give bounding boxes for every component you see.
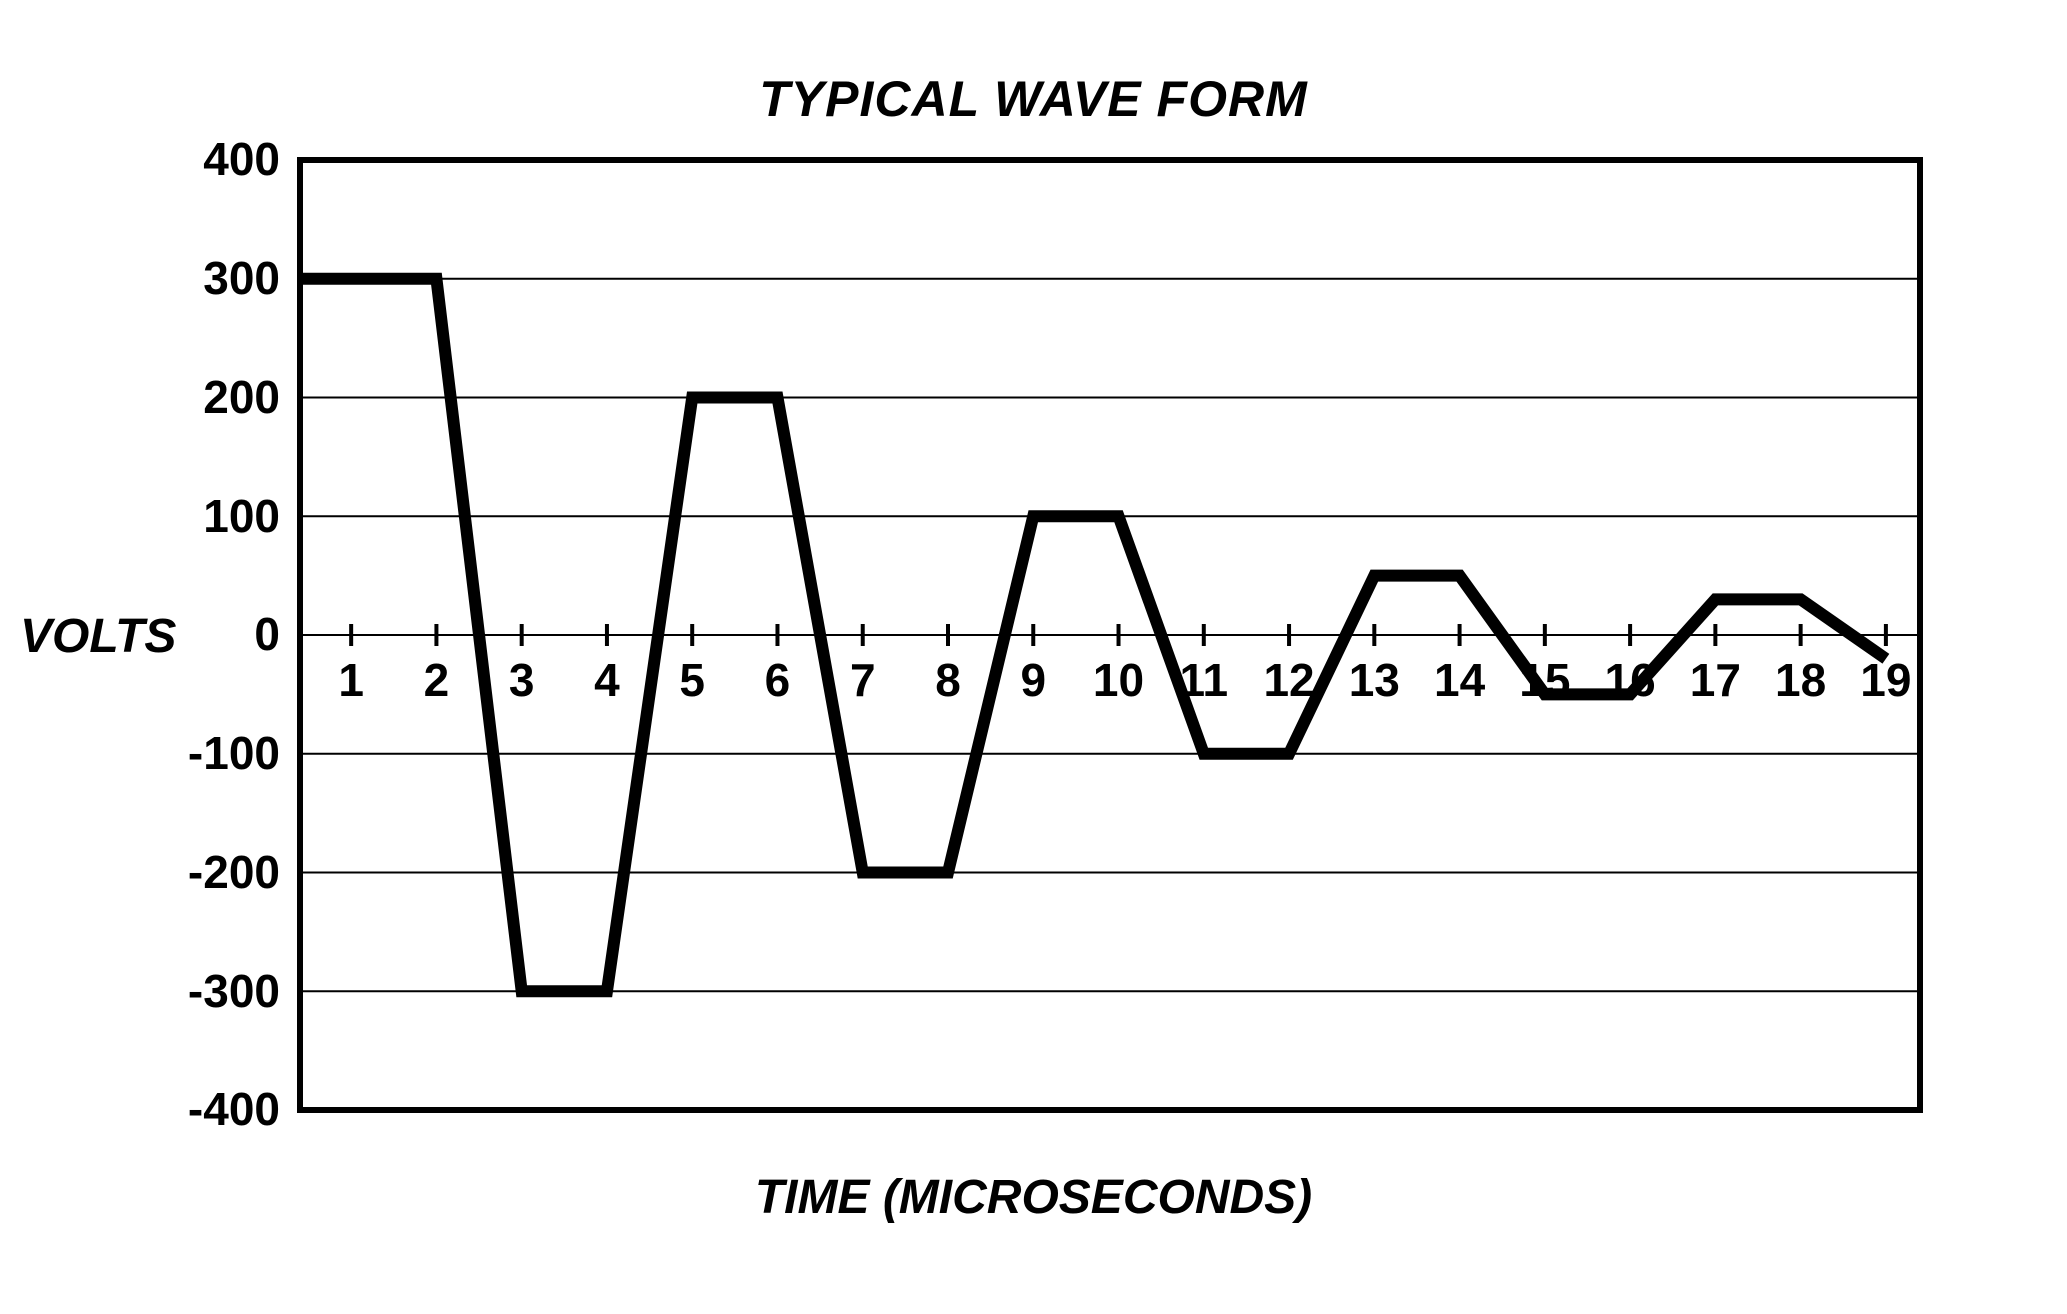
x-tick-label: 17 xyxy=(1675,653,1755,707)
x-tick-label: 4 xyxy=(567,653,647,707)
x-tick-label: 3 xyxy=(482,653,562,707)
y-tick-label: 300 xyxy=(140,251,280,305)
x-tick-label: 15 xyxy=(1505,653,1585,707)
y-tick-label: -400 xyxy=(140,1082,280,1136)
x-tick-label: 7 xyxy=(823,653,903,707)
x-tick-label: 6 xyxy=(737,653,817,707)
x-tick-label: 5 xyxy=(652,653,732,707)
y-tick-label: 0 xyxy=(140,607,280,661)
x-tick-label: 12 xyxy=(1249,653,1329,707)
x-tick-label: 11 xyxy=(1164,653,1244,707)
x-tick-label: 19 xyxy=(1846,653,1926,707)
y-tick-label: 200 xyxy=(140,370,280,424)
y-tick-label: 400 xyxy=(140,132,280,186)
x-tick-label: 18 xyxy=(1761,653,1841,707)
x-tick-label: 8 xyxy=(908,653,988,707)
x-tick-label: 13 xyxy=(1334,653,1414,707)
y-tick-label: -200 xyxy=(140,845,280,899)
x-tick-label: 9 xyxy=(993,653,1073,707)
x-tick-label: 14 xyxy=(1420,653,1500,707)
y-tick-label: -300 xyxy=(140,964,280,1018)
y-tick-label: 100 xyxy=(140,489,280,543)
x-tick-label: 10 xyxy=(1079,653,1159,707)
x-tick-label: 2 xyxy=(396,653,476,707)
x-tick-label: 1 xyxy=(311,653,391,707)
x-tick-label: 16 xyxy=(1590,653,1670,707)
y-tick-label: -100 xyxy=(140,726,280,780)
